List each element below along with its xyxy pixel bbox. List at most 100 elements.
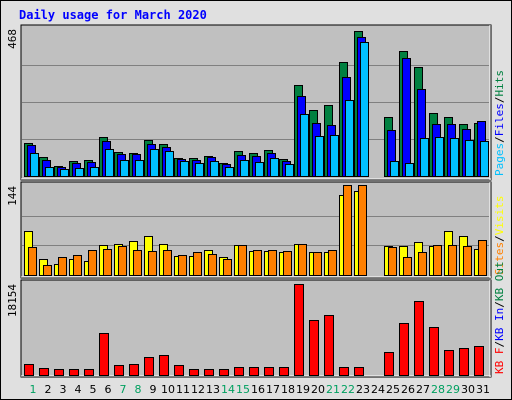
legend-separator: / — [493, 97, 506, 104]
bar-pages-day-12 — [195, 163, 204, 177]
day-label-27: 27 — [416, 383, 430, 396]
bar-sites-day-8 — [133, 250, 142, 276]
day-label-20: 20 — [311, 383, 325, 396]
day-label-11: 11 — [176, 383, 190, 396]
legend-item: Files — [493, 103, 506, 136]
legend-item: KB Out — [493, 261, 506, 301]
day-label-24: 24 — [371, 383, 385, 396]
bar-pages-day-1 — [30, 153, 39, 177]
day-label-16: 16 — [251, 383, 265, 396]
legend-separator: / — [493, 341, 506, 348]
bar-kb-f-day-8 — [129, 364, 139, 376]
bar-pages-day-11 — [180, 161, 189, 177]
day-label-5: 5 — [90, 383, 97, 396]
bar-kb-f-day-16 — [249, 367, 259, 376]
scale-max-label: 18154 — [6, 284, 19, 317]
legend-item: Visits — [493, 196, 506, 236]
bar-sites-day-29 — [448, 245, 457, 276]
day-label-12: 12 — [191, 383, 205, 396]
bar-sites-day-2 — [43, 265, 52, 276]
bar-sites-day-18 — [283, 251, 292, 276]
scale-max-label: 144 — [6, 186, 19, 206]
bar-pages-day-28 — [435, 137, 444, 177]
day-label-23: 23 — [356, 383, 370, 396]
bar-pages-day-17 — [270, 158, 279, 177]
legend-separator: / — [493, 136, 506, 143]
bar-pages-day-26 — [405, 163, 414, 177]
bar-pages-day-21 — [330, 135, 339, 177]
day-label-30: 30 — [461, 383, 475, 396]
bar-pages-day-14 — [225, 167, 234, 177]
bar-kb-f-day-21 — [324, 315, 334, 376]
bar-sites-day-21 — [328, 250, 337, 276]
bar-sites-day-3 — [58, 257, 67, 276]
bar-pages-day-20 — [315, 136, 324, 177]
bar-sites-day-22 — [343, 185, 352, 276]
day-label-6: 6 — [105, 383, 112, 396]
bar-kb-f-day-19 — [294, 284, 304, 376]
bar-kb-f-day-12 — [189, 369, 199, 376]
day-label-14: 14 — [221, 383, 235, 396]
bar-sites-day-7 — [118, 246, 127, 276]
bar-kb-f-day-4 — [69, 369, 79, 376]
bar-sites-day-17 — [268, 250, 277, 276]
bar-pages-day-25 — [390, 161, 399, 177]
legend-separator: / — [493, 235, 506, 242]
legend-item: Sites — [493, 242, 506, 275]
bar-pages-day-4 — [75, 168, 84, 177]
bar-kb-f-day-26 — [399, 323, 409, 376]
day-label-31: 31 — [476, 383, 490, 396]
day-label-13: 13 — [206, 383, 220, 396]
legend-item: KB F — [493, 348, 506, 375]
bar-kb-f-day-27 — [414, 301, 424, 376]
bar-sites-day-12 — [193, 252, 202, 276]
legend-item: KB In — [493, 308, 506, 341]
day-label-26: 26 — [401, 383, 415, 396]
bar-sites-day-27 — [418, 252, 427, 276]
bar-kb-f-day-22 — [339, 367, 349, 376]
legend-kbytes: KB F/KB In/KB Out — [493, 261, 506, 374]
chart-title: Daily usage for March 2020 — [19, 8, 207, 22]
bar-pages-day-18 — [285, 164, 294, 177]
bar-sites-day-6 — [103, 249, 112, 276]
bar-kb-f-day-5 — [84, 369, 94, 376]
bar-pages-day-30 — [465, 140, 474, 177]
bar-pages-day-16 — [255, 162, 264, 177]
bar-kb-f-day-11 — [174, 365, 184, 376]
bar-pages-day-15 — [240, 160, 249, 177]
scale-max-label: 468 — [6, 29, 19, 49]
bar-sites-day-11 — [178, 255, 187, 276]
bar-kb-f-day-2 — [39, 368, 49, 376]
legend-item: Pages — [493, 143, 506, 176]
bar-sites-day-9 — [148, 251, 157, 276]
bar-kb-f-day-13 — [204, 369, 214, 376]
bar-sites-day-30 — [463, 246, 472, 276]
bar-kb-f-day-25 — [384, 352, 394, 376]
bar-pages-day-7 — [120, 160, 129, 177]
bar-kb-f-day-10 — [159, 355, 169, 376]
bar-kb-f-day-1 — [24, 364, 34, 376]
bar-pages-day-3 — [60, 169, 69, 177]
bar-kb-f-day-30 — [459, 348, 469, 376]
bar-kb-f-day-18 — [279, 367, 289, 376]
day-label-15: 15 — [236, 383, 250, 396]
bar-kb-f-day-9 — [144, 357, 154, 376]
bar-sites-day-31 — [478, 240, 487, 276]
bar-pages-day-13 — [210, 161, 219, 177]
bar-sites-day-28 — [433, 245, 442, 276]
panel-visits-sites: 144 Sites/Visits — [6, 181, 506, 279]
bar-sites-day-20 — [313, 252, 322, 276]
bar-kb-f-day-28 — [429, 327, 439, 376]
bar-sites-day-25 — [388, 247, 397, 276]
bar-kb-f-day-20 — [309, 320, 319, 376]
bar-sites-day-15 — [238, 245, 247, 276]
day-label-21: 21 — [326, 383, 340, 396]
day-label-19: 19 — [296, 383, 310, 396]
bar-kb-f-day-29 — [444, 350, 454, 376]
bar-sites-day-10 — [163, 250, 172, 276]
bar-sites-day-13 — [208, 254, 217, 276]
day-label-3: 3 — [60, 383, 67, 396]
bar-kb-f-day-3 — [54, 369, 64, 376]
